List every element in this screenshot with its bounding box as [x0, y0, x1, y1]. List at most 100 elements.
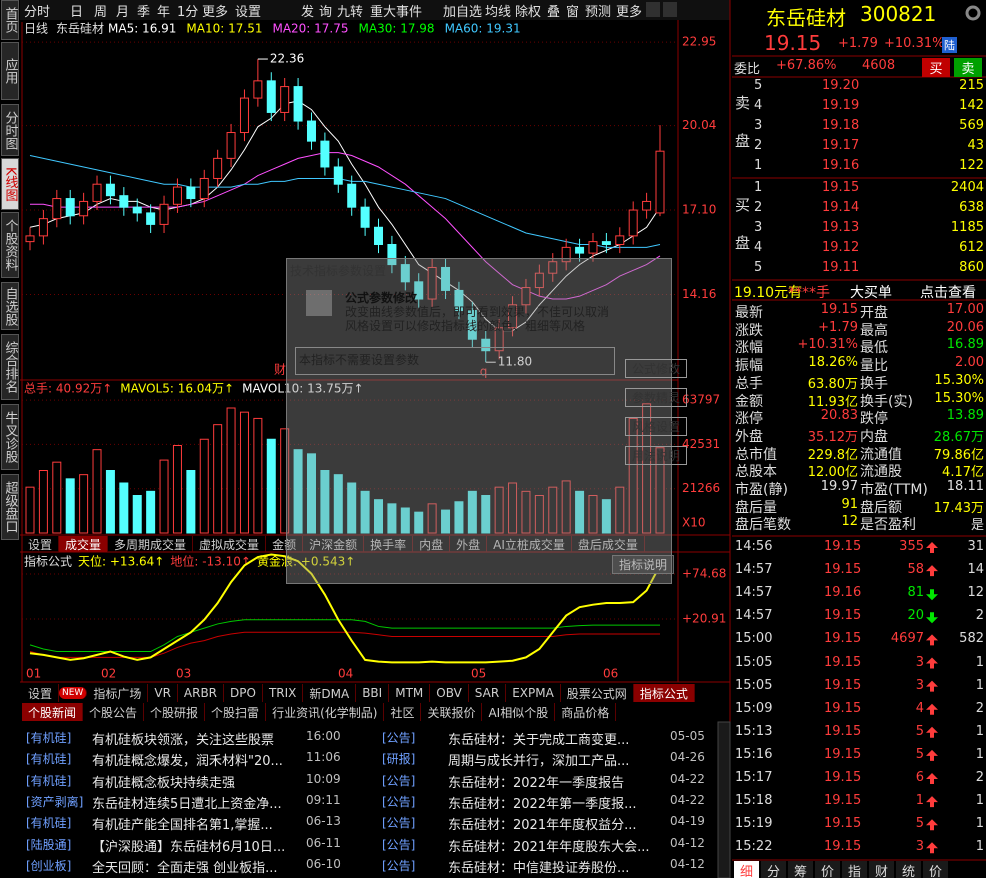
- news-title[interactable]: 东岳硅材：2021年年度股东大会...: [448, 839, 650, 855]
- tab[interactable]: 新DMA: [303, 684, 357, 702]
- dialog-button[interactable]: 风格设置: [625, 417, 687, 436]
- sell-button[interactable]: 卖: [954, 58, 982, 77]
- tab[interactable]: ARBR: [178, 684, 225, 702]
- news-tag[interactable]: [有机硅]: [26, 816, 72, 831]
- toolbar-item[interactable]: 均线: [485, 5, 512, 20]
- tab[interactable]: 个股新闻: [22, 703, 84, 721]
- news-tag[interactable]: [公告]: [382, 816, 416, 831]
- tab[interactable]: 虚拟成交量: [193, 536, 267, 552]
- sidebar-tab[interactable]: 个股资料: [1, 212, 19, 278]
- buy-button[interactable]: 买: [922, 58, 950, 77]
- tab[interactable]: 外盘: [450, 536, 488, 552]
- tab[interactable]: 股票公式网: [561, 684, 634, 702]
- indicator-button[interactable]: 指标说明: [612, 555, 675, 574]
- sidebar-tab[interactable]: 牛叉诊股: [1, 404, 19, 470]
- tab[interactable]: 金额: [266, 536, 304, 552]
- news-title[interactable]: 有机硅产能全国排名第1,掌握...: [92, 818, 273, 834]
- toolbar-item[interactable]: 预测: [585, 5, 612, 20]
- tab[interactable]: 行业资讯(化学制品): [266, 703, 385, 721]
- news-tag[interactable]: [公告]: [382, 794, 416, 809]
- tab[interactable]: 个股研报: [144, 703, 206, 721]
- dialog-button[interactable]: 参数精灵: [625, 388, 687, 407]
- toolbar-item[interactable]: 分时: [24, 5, 51, 20]
- toolbar-item[interactable]: 询: [319, 5, 333, 20]
- news-title[interactable]: 有机硅板块领涨，关注这些股票: [92, 733, 275, 748]
- tab[interactable]: 指标公式: [633, 684, 695, 702]
- toolbar-item[interactable]: 更多: [202, 5, 229, 20]
- panel-tab[interactable]: 指: [842, 861, 867, 878]
- toolbar-item[interactable]: 1分: [177, 5, 199, 20]
- toolbar-item[interactable]: 日: [70, 5, 84, 20]
- news-tag[interactable]: [公告]: [382, 773, 416, 788]
- tab[interactable]: 个股扫雷: [205, 703, 267, 721]
- panel-tab[interactable]: 筹: [788, 861, 813, 878]
- tab[interactable]: 商品价格: [555, 703, 617, 721]
- news-tag[interactable]: [公告]: [382, 858, 416, 873]
- tab[interactable]: AI立桩成交量: [487, 536, 572, 552]
- sidebar-tab[interactable]: 应用: [1, 42, 19, 100]
- toolbar-item[interactable]: 窗: [566, 5, 580, 20]
- panel-tab[interactable]: 价: [815, 861, 840, 878]
- news-title[interactable]: 东岳硅材：关于完成工商变更...: [448, 733, 630, 748]
- toolbar-item[interactable]: 设置: [235, 5, 262, 20]
- tab[interactable]: BBI: [356, 684, 390, 702]
- news-tag[interactable]: [有机硅]: [26, 752, 72, 767]
- news-tag[interactable]: [有机硅]: [26, 773, 72, 788]
- tab[interactable]: NEW: [59, 687, 88, 699]
- news-tag[interactable]: [研报]: [382, 752, 416, 767]
- tab[interactable]: EXPMA: [506, 684, 561, 702]
- panel-tab[interactable]: 细: [734, 861, 759, 878]
- tab[interactable]: TRIX: [263, 684, 304, 702]
- news-title[interactable]: 全天回顾：全面走强 创业板指...: [92, 860, 278, 876]
- panel-tab[interactable]: 价: [923, 861, 948, 878]
- news-title[interactable]: 有机硅概念板块持续走强: [92, 775, 236, 791]
- toolbar-item[interactable]: 叠: [547, 5, 561, 20]
- sidebar-tab[interactable]: K线图: [1, 158, 19, 210]
- tab[interactable]: 个股公告: [83, 703, 145, 721]
- tab[interactable]: OBV: [430, 684, 469, 702]
- tab[interactable]: 多周期成交量: [108, 536, 194, 552]
- tab[interactable]: AI相似个股: [482, 703, 556, 721]
- panel-tab[interactable]: 财: [869, 861, 894, 878]
- news-tag[interactable]: [有机硅]: [26, 731, 72, 745]
- big-order[interactable]: 点击查看: [920, 285, 976, 301]
- toolbar-item[interactable]: 发: [301, 5, 315, 20]
- toolbar-item[interactable]: 更多: [616, 5, 643, 20]
- toolbar-item[interactable]: 除权: [515, 5, 542, 20]
- toolbar-item[interactable]: 重大事件: [370, 5, 423, 20]
- tab[interactable]: 换手率: [364, 536, 414, 552]
- news-title[interactable]: 周期与成长并行，深加工产品...: [448, 754, 630, 770]
- tab[interactable]: DPO: [224, 684, 263, 702]
- tab[interactable]: 指标广场: [87, 684, 149, 702]
- tab[interactable]: VR: [148, 684, 178, 702]
- news-tag[interactable]: [陆股通]: [26, 837, 72, 852]
- toolbar-item[interactable]: 周: [94, 5, 108, 20]
- news-title[interactable]: 东岳硅材连续5日遭北上资金净...: [92, 796, 282, 812]
- tab[interactable]: 盘后成交量: [572, 536, 645, 552]
- news-tag[interactable]: [公告]: [382, 837, 416, 852]
- news-title[interactable]: 有机硅概念爆发，润禾材料"20...: [92, 754, 283, 770]
- sidebar-tab[interactable]: 综合排名: [1, 334, 19, 400]
- tab[interactable]: 关联报价: [421, 703, 483, 721]
- tab[interactable]: 社区: [384, 703, 422, 721]
- news-tag[interactable]: [公告]: [382, 731, 416, 745]
- toolbar-item[interactable]: 年: [157, 5, 171, 20]
- toolbar-item[interactable]: 加自选: [443, 5, 483, 20]
- tab[interactable]: 设置: [22, 684, 60, 702]
- tab[interactable]: MTM: [389, 684, 431, 702]
- dialog-button[interactable]: 用法说明: [625, 446, 687, 465]
- sidebar-tab[interactable]: 分时图: [1, 104, 19, 156]
- news-title[interactable]: 东岳硅材：2022年一季度报告: [448, 775, 625, 791]
- sidebar-tab[interactable]: 自选股: [1, 282, 19, 330]
- toolbar-item[interactable]: 九转: [337, 5, 364, 20]
- tab[interactable]: SAR: [469, 684, 507, 702]
- news-title[interactable]: 【沪深股通】东岳硅材6月10日...: [92, 839, 286, 855]
- news-title[interactable]: 东岳硅材：中信建投证券股份...: [448, 860, 630, 876]
- news-title[interactable]: 东岳硅材：2021年年度权益分...: [448, 818, 637, 834]
- news-tag[interactable]: [创业板]: [26, 858, 72, 873]
- panel-tab[interactable]: 分: [761, 861, 786, 878]
- news-tag[interactable]: [资产剥离]: [26, 794, 84, 809]
- toolbar-item[interactable]: 季: [137, 5, 151, 20]
- panel-tab[interactable]: 统: [896, 861, 921, 878]
- tab[interactable]: 成交量: [59, 536, 109, 552]
